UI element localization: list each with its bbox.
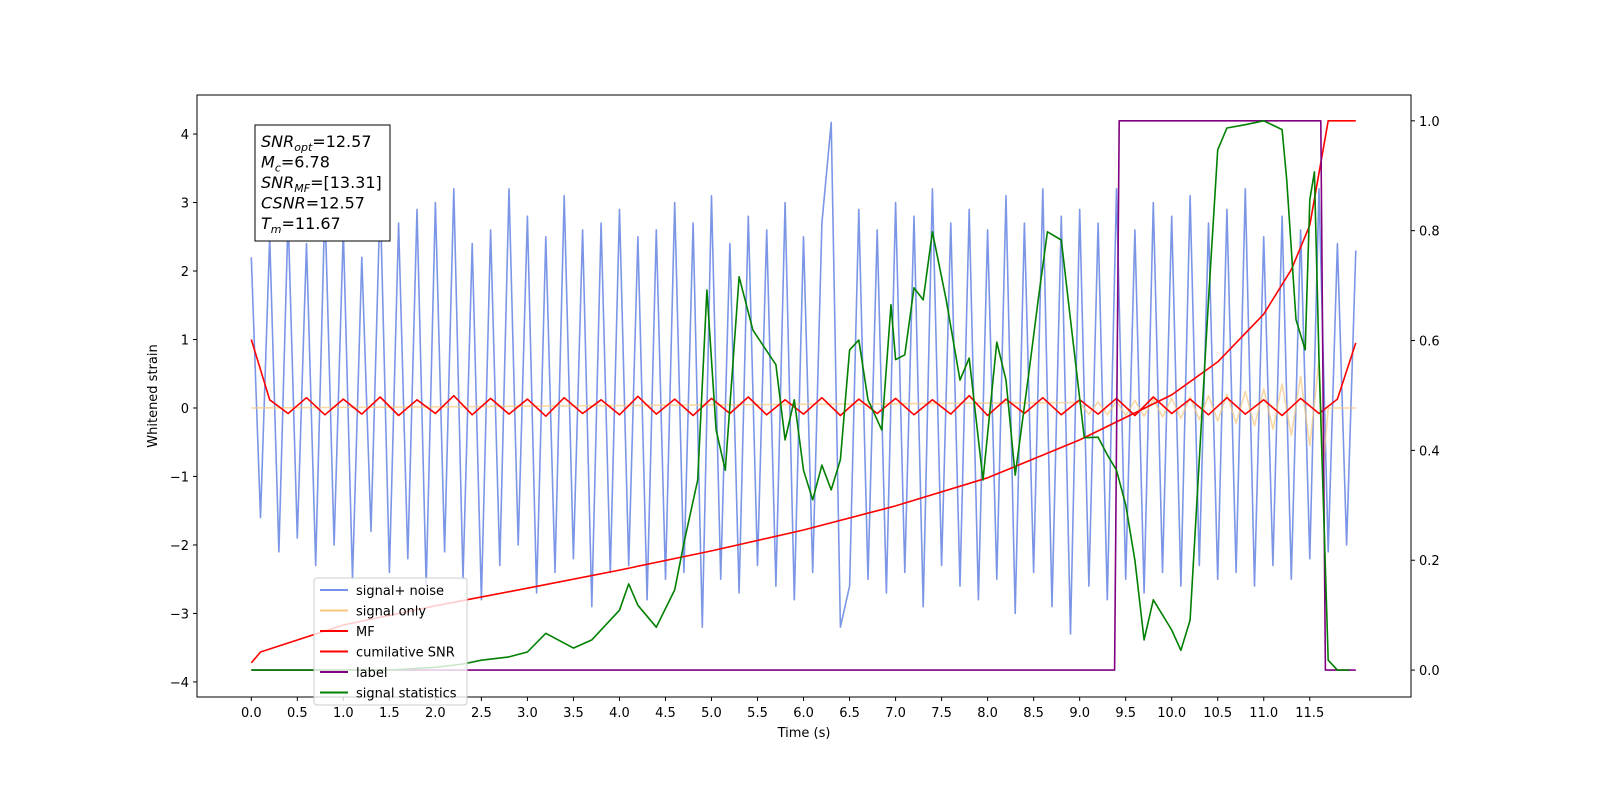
stats-value: =12.57 bbox=[306, 194, 365, 213]
series-line bbox=[250, 339, 1357, 417]
stats-subscript: c bbox=[275, 162, 281, 175]
x-tick-label: 10.0 bbox=[1157, 706, 1186, 721]
x-tick-label: 4.0 bbox=[609, 706, 630, 721]
x-axis-label: Time (s) bbox=[777, 726, 831, 741]
stats-value: =6.78 bbox=[281, 153, 330, 172]
x-tick-label: 5.5 bbox=[747, 706, 768, 721]
x-tick-label: 7.5 bbox=[931, 706, 952, 721]
stats-line: Mc=6.78 bbox=[261, 153, 330, 175]
stats-symbol: CSNR bbox=[261, 194, 306, 213]
x-tick-label: 9.0 bbox=[1069, 706, 1090, 721]
legend-label: cumilative SNR bbox=[356, 646, 455, 661]
x-tick-label: 4.5 bbox=[655, 706, 676, 721]
stats-value: =12.57 bbox=[312, 132, 371, 151]
x-tick-label: 2.0 bbox=[425, 706, 446, 721]
y-tick-label: −2 bbox=[170, 539, 189, 554]
y2-tick-label: 0.4 bbox=[1419, 444, 1440, 459]
x-tick-label: 10.5 bbox=[1203, 706, 1232, 721]
y-tick-label: 2 bbox=[181, 265, 189, 280]
y2-tick-label: 0.2 bbox=[1419, 554, 1440, 569]
legend-label: MF bbox=[356, 625, 375, 640]
stats-subscript: MF bbox=[294, 182, 310, 195]
y-tick-label: −4 bbox=[170, 676, 189, 691]
stats-subscript: m bbox=[271, 223, 282, 236]
y2-tick-label: 0.6 bbox=[1419, 335, 1440, 350]
series-line bbox=[251, 120, 1356, 671]
stats-box-frame bbox=[254, 124, 391, 242]
y-tick-label: 3 bbox=[181, 197, 189, 212]
x-tick-label: 6.0 bbox=[793, 706, 814, 721]
series-line bbox=[251, 120, 1350, 671]
y2-tick-label: 0.0 bbox=[1419, 664, 1440, 679]
legend-frame bbox=[313, 577, 468, 706]
stats-symbol: T bbox=[261, 214, 272, 233]
x-tick-label: 3.0 bbox=[517, 706, 538, 721]
legend-label: signal only bbox=[356, 605, 426, 620]
stats-line: SNRopt=12.57 bbox=[261, 132, 372, 154]
x-tick-label: 11.5 bbox=[1295, 706, 1324, 721]
series-line bbox=[250, 121, 1357, 635]
stats-symbol: SNR bbox=[261, 132, 294, 151]
y-tick-label: 4 bbox=[181, 128, 189, 143]
x-tick-label: 11.0 bbox=[1249, 706, 1278, 721]
stats-symbol: M bbox=[261, 153, 275, 172]
x-tick-label: 6.5 bbox=[839, 706, 860, 721]
x-tick-label: 8.0 bbox=[977, 706, 998, 721]
x-tick-label: 9.5 bbox=[1115, 706, 1136, 721]
y-tick-label: 0 bbox=[181, 402, 189, 417]
x-tick-label: 8.5 bbox=[1023, 706, 1044, 721]
x-tick-label: 1.5 bbox=[379, 706, 400, 721]
x-tick-label: 2.5 bbox=[471, 706, 492, 721]
legend-label: signal+ noise bbox=[356, 584, 444, 599]
y-axis-label: Whitened strain bbox=[146, 344, 161, 447]
legend-label: label bbox=[356, 666, 387, 681]
x-tick-label: 7.0 bbox=[885, 706, 906, 721]
y2-tick-label: 1.0 bbox=[1419, 115, 1440, 130]
legend: signal+ noise signal only MF cumilative SNR… bbox=[313, 577, 468, 706]
stats-line: Tm=11.67 bbox=[261, 214, 341, 236]
stats-line: SNRMF=[13.31] bbox=[261, 173, 382, 195]
x-tick-label: 1.0 bbox=[333, 706, 354, 721]
stats-value: =[13.31] bbox=[310, 173, 382, 192]
y2-tick-label: 0.8 bbox=[1419, 225, 1440, 240]
legend-label: signal statistics bbox=[356, 687, 457, 702]
y-tick-label: −1 bbox=[170, 470, 189, 485]
stats-value: =11.67 bbox=[282, 214, 341, 233]
stats-box: SNRopt=12.57Mc=6.78SNRMF=[13.31]CSNR=12.… bbox=[254, 124, 391, 242]
y-tick-label: −3 bbox=[170, 607, 189, 622]
stats-line: CSNR=12.57 bbox=[261, 194, 365, 213]
x-tick-label: 0.5 bbox=[287, 706, 308, 721]
x-tick-label: 0.0 bbox=[241, 706, 262, 721]
y-tick-label: 1 bbox=[181, 333, 189, 348]
stats-symbol: SNR bbox=[261, 173, 294, 192]
x-tick-label: 5.0 bbox=[701, 706, 722, 721]
x-tick-label: 3.5 bbox=[563, 706, 584, 721]
stats-subscript: opt bbox=[294, 141, 313, 154]
